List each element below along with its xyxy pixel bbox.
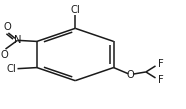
Text: O: O (1, 50, 8, 60)
Text: Cl: Cl (7, 64, 17, 74)
Text: F: F (158, 59, 163, 69)
Text: O: O (4, 22, 11, 32)
Text: N: N (14, 35, 21, 45)
Text: Cl: Cl (70, 5, 80, 15)
Text: F: F (158, 75, 163, 85)
Text: O: O (126, 70, 134, 80)
